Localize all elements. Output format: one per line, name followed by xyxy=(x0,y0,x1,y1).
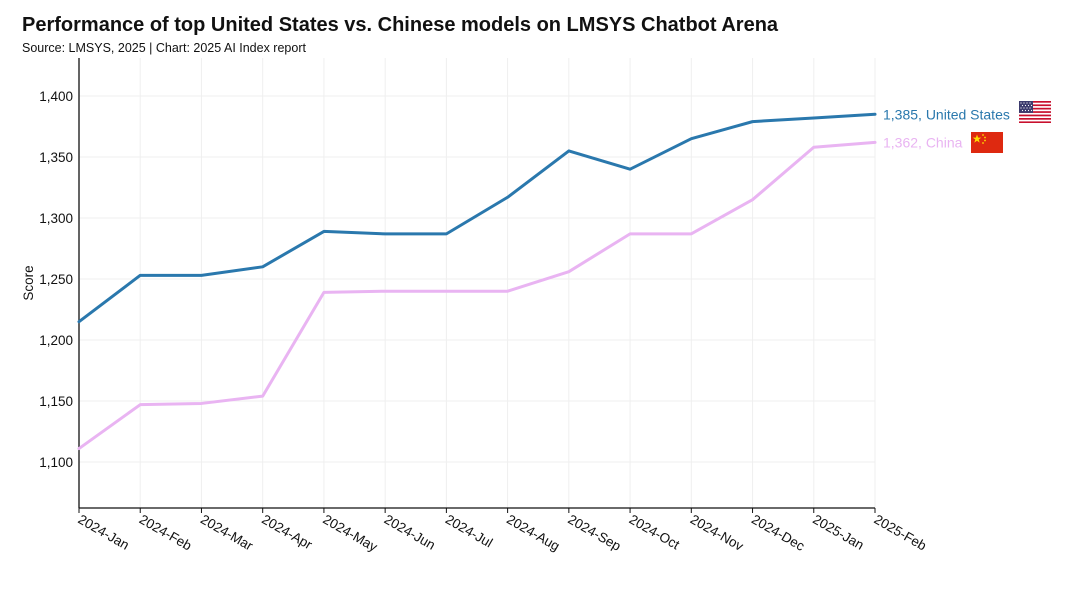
series-lines xyxy=(77,112,877,451)
end-label-china: 1,362, China xyxy=(883,134,963,150)
x-tick-label: 2024-Mar xyxy=(198,512,256,554)
chart-subtitle: Source: LMSYS, 2025 | Chart: 2025 AI Ind… xyxy=(22,41,306,55)
x-tick-label: 2024-May xyxy=(320,512,380,555)
series-line-united-states xyxy=(77,112,877,324)
y-tick-label: 1,100 xyxy=(39,455,73,470)
us-flag-icon xyxy=(1019,101,1051,123)
x-tick-labels: 2024-Jan 2024-Feb 2024-Mar 2024-Apr 2024-May… xyxy=(76,508,930,555)
x-tick-label: 2025-Jan xyxy=(810,512,866,553)
x-tick-label: 2024-Feb xyxy=(137,512,195,554)
x-tick-label: 2024-Jan xyxy=(76,512,132,553)
end-label-united-states: 1,385, United States xyxy=(883,106,1010,122)
gridlines xyxy=(78,58,876,508)
y-tick-label: 1,200 xyxy=(39,333,73,348)
y-tick-label: 1,300 xyxy=(39,211,73,226)
end-labels: 1,385, United States 1,362, China xyxy=(883,106,1010,150)
x-tick-label: 2024-Nov xyxy=(688,512,746,554)
series-line-china xyxy=(77,140,877,451)
y-tick-label: 1,250 xyxy=(39,272,73,287)
china-flag-icon xyxy=(971,132,1003,153)
x-tick-label: 2024-Jun xyxy=(382,512,438,553)
y-tick-label: 1,150 xyxy=(39,394,73,409)
x-tick-label: 2024-Jul xyxy=(443,512,495,551)
x-tick-label: 2025-Feb xyxy=(872,512,930,554)
chart-title: Performance of top United States vs. Chi… xyxy=(22,14,779,36)
axes xyxy=(78,58,875,509)
x-tick-label: 2024-Aug xyxy=(504,512,562,554)
x-tick-label: 2024-Oct xyxy=(627,512,683,553)
x-tick-label: 2024-Sep xyxy=(565,512,623,554)
y-tick-labels: 1,100 1,150 1,200 1,250 1,300 1,350 1,400 xyxy=(39,89,73,470)
x-tick-label: 2024-Apr xyxy=(259,512,315,553)
y-tick-label: 1,400 xyxy=(39,89,73,104)
x-tick-label: 2024-Dec xyxy=(749,512,807,554)
y-tick-label: 1,350 xyxy=(39,150,73,165)
y-axis-label: Score xyxy=(21,265,36,300)
